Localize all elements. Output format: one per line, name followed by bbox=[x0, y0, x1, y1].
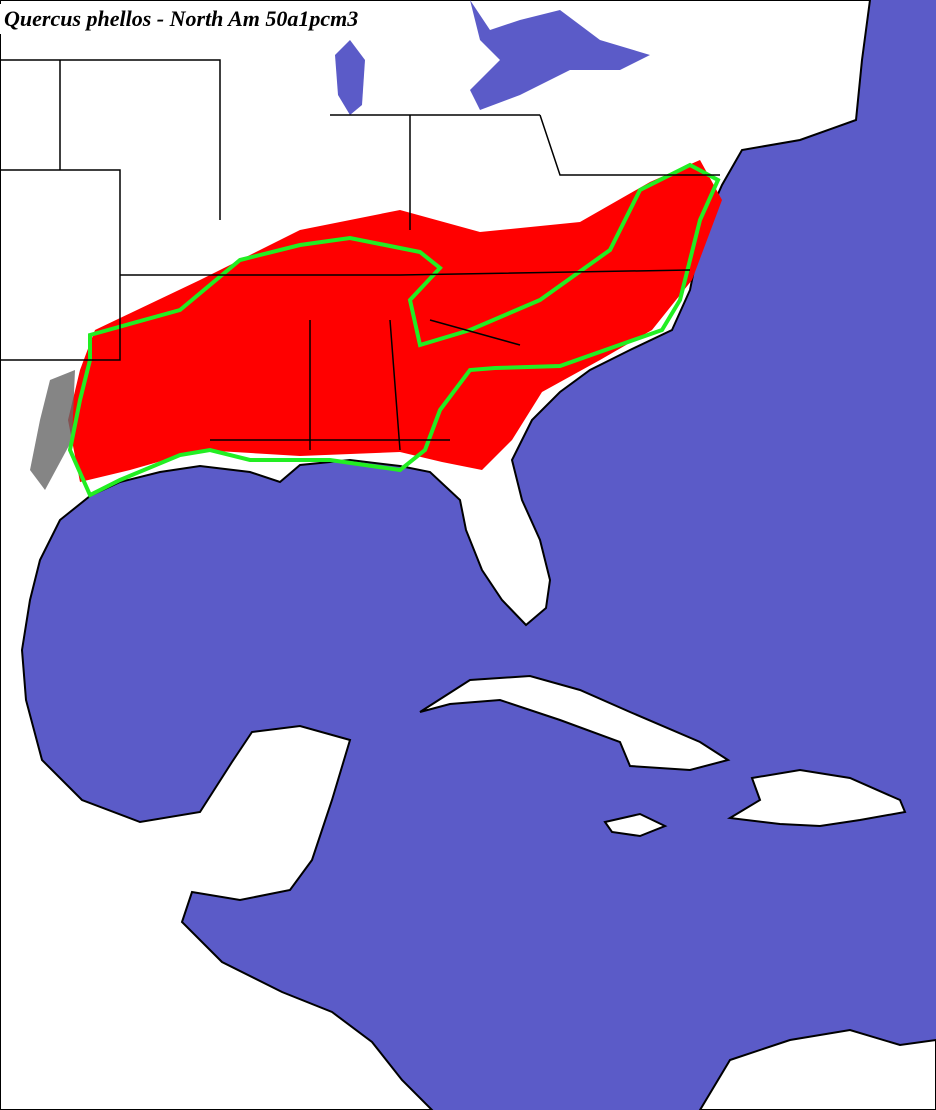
range-area bbox=[68, 160, 722, 482]
map-title: Quercus phellos - North Am 50a1pcm3 bbox=[4, 6, 358, 31]
state-borders bbox=[0, 59, 720, 451]
south-america-land bbox=[698, 1028, 936, 1110]
cuba bbox=[419, 674, 731, 772]
hispaniola bbox=[726, 768, 907, 828]
native-range-outline bbox=[67, 162, 721, 498]
jamaica bbox=[603, 812, 668, 838]
great-lakes bbox=[470, 0, 650, 110]
title-background bbox=[0, 4, 450, 34]
lake-michigan bbox=[335, 40, 365, 115]
range-gray bbox=[30, 370, 75, 490]
